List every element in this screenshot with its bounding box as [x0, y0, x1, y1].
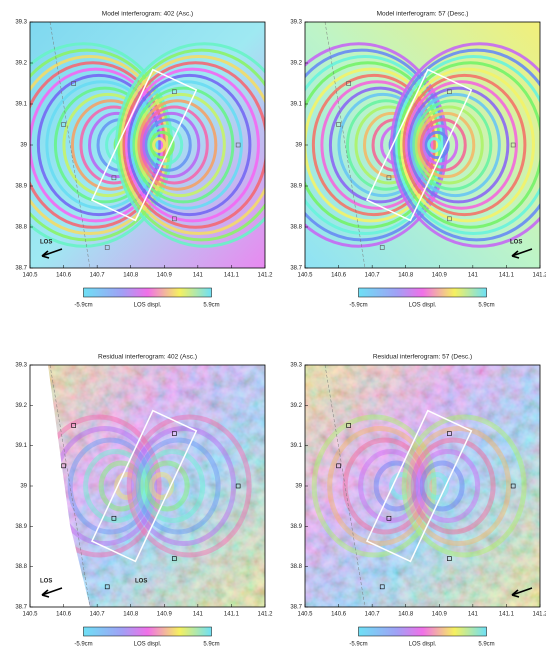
colorbar-min: -5.9cm [349, 303, 367, 309]
x-tick-label: 140.6 [56, 273, 72, 279]
colorbar-label: LOS displ. [409, 303, 437, 309]
y-tick-label: 39.2 [15, 61, 27, 67]
x-tick-label: 140.9 [157, 612, 173, 618]
y-tick-label: 38.7 [290, 266, 302, 272]
y-tick-label: 38.9 [290, 524, 302, 530]
x-tick-label: 140.8 [123, 273, 139, 279]
y-tick-label: 39.1 [15, 102, 27, 108]
y-tick-label: 39.2 [290, 61, 302, 67]
y-tick-label: 38.7 [15, 266, 27, 272]
y-tick-label: 38.7 [15, 605, 27, 611]
colorbar-min: -5.9cm [74, 642, 92, 648]
y-tick-label: 39 [295, 484, 302, 490]
x-tick-label: 140.6 [331, 273, 347, 279]
y-tick-label: 39 [295, 143, 302, 149]
x-tick-label: 140.8 [123, 612, 139, 618]
y-tick-label: 38.9 [15, 184, 27, 190]
x-tick-label: 141.1 [499, 273, 515, 279]
y-tick-label: 39 [20, 484, 27, 490]
panel-title: Model interferogram: 402 (Asc.) [102, 11, 193, 18]
x-tick-label: 140.8 [398, 273, 414, 279]
x-tick-label: 140.5 [22, 612, 38, 618]
x-tick-label: 141 [193, 273, 204, 279]
panel: Model interferogram: 402 (Asc.) 140.5 140.… [0, 11, 293, 309]
y-tick-label: 38.8 [15, 564, 27, 570]
x-tick-label: 141.1 [499, 612, 515, 618]
y-tick-label: 38.9 [15, 524, 27, 530]
colorbar-min: -5.9cm [349, 642, 367, 648]
colorbar-min: -5.9cm [74, 303, 92, 309]
colorbar-label: LOS displ. [409, 642, 437, 648]
colorbar-label: LOS displ. [134, 303, 162, 309]
x-tick-label: 140.6 [331, 612, 347, 618]
x-tick-label: 140.9 [432, 273, 448, 279]
y-tick-label: 38.8 [15, 225, 27, 231]
y-tick-label: 39 [20, 143, 27, 149]
plot-area [271, 22, 546, 268]
x-tick-label: 140.9 [432, 612, 448, 618]
panel-title: Model interferogram: 57 (Desc.) [377, 11, 469, 18]
x-tick-label: 140.7 [90, 612, 106, 618]
x-tick-label: 140.5 [297, 612, 313, 618]
colorbar [359, 288, 487, 297]
y-tick-label: 39.2 [15, 403, 27, 409]
x-tick-label: 140.6 [56, 612, 72, 618]
y-tick-label: 38.9 [290, 184, 302, 190]
los-label: LOS [40, 240, 52, 246]
x-tick-label: 141 [193, 612, 204, 618]
y-tick-label: 39.3 [15, 363, 27, 369]
x-tick-label: 141 [468, 273, 479, 279]
colorbar-max: 5.9cm [203, 303, 219, 309]
y-tick-label: 38.8 [290, 225, 302, 231]
los-label: LOS [40, 579, 52, 585]
los-label: LOS [510, 240, 522, 246]
panel: Residual interferogram: 402 (Asc.) 140.5 1… [15, 354, 273, 648]
x-tick-label: 140.9 [157, 273, 173, 279]
y-tick-label: 39.3 [290, 20, 302, 26]
plot-area [0, 22, 293, 268]
figure: Model interferogram: 402 (Asc.) 140.5 140.… [0, 0, 546, 650]
panel-title: Residual interferogram: 402 (Asc.) [98, 354, 197, 361]
colorbar-max: 5.9cm [478, 303, 494, 309]
x-tick-label: 140.7 [365, 273, 381, 279]
colorbar [359, 627, 487, 636]
x-tick-label: 140.7 [90, 273, 106, 279]
x-tick-label: 141.2 [532, 273, 546, 279]
x-tick-label: 141 [468, 612, 479, 618]
x-tick-label: 140.7 [365, 612, 381, 618]
x-tick-label: 141.2 [257, 273, 273, 279]
y-tick-label: 39.1 [290, 443, 302, 449]
colorbar-max: 5.9cm [478, 642, 494, 648]
y-tick-label: 39.2 [290, 403, 302, 409]
x-tick-label: 140.5 [22, 273, 38, 279]
y-tick-label: 38.7 [290, 605, 302, 611]
colorbar-max: 5.9cm [203, 642, 219, 648]
x-tick-label: 141.1 [224, 612, 240, 618]
x-tick-label: 141.1 [224, 273, 240, 279]
colorbar [84, 627, 212, 636]
los-label: LOS [135, 579, 147, 585]
colorbar [84, 288, 212, 297]
plot-area [305, 365, 540, 607]
x-tick-label: 141.2 [532, 612, 546, 618]
y-tick-label: 38.8 [290, 564, 302, 570]
y-tick-label: 39.1 [290, 102, 302, 108]
x-tick-label: 140.5 [297, 273, 313, 279]
colorbar-label: LOS displ. [134, 642, 162, 648]
y-tick-label: 39.3 [290, 363, 302, 369]
x-tick-label: 141.2 [257, 612, 273, 618]
panel: Model interferogram: 57 (Desc.) 140.5 140.… [271, 11, 546, 309]
plot-area [30, 365, 265, 607]
y-tick-label: 39.1 [15, 443, 27, 449]
x-tick-label: 140.8 [398, 612, 414, 618]
panel-title: Residual interferogram: 57 (Desc.) [373, 354, 472, 361]
y-tick-label: 39.3 [15, 20, 27, 26]
